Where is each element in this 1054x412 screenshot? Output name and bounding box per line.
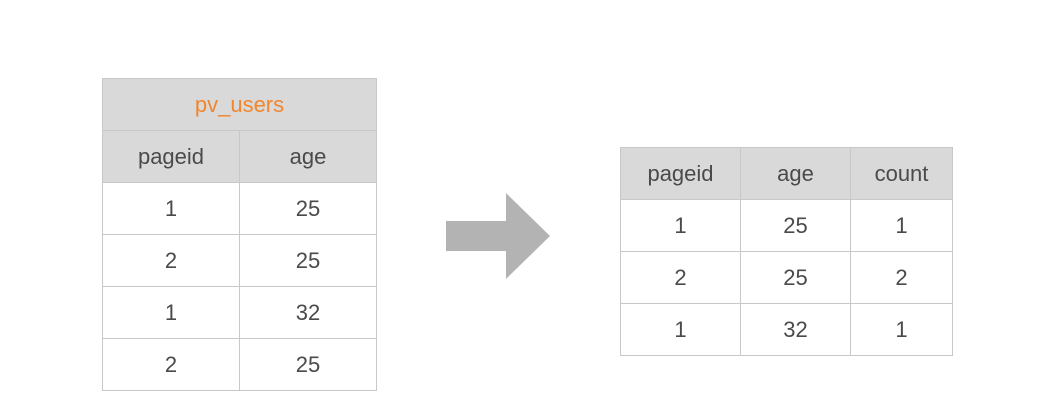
table-cell: 2 — [102, 338, 240, 391]
table-title-row: pv_users — [102, 78, 377, 131]
table-row: 1 32 — [102, 286, 377, 339]
column-header-count: count — [850, 147, 953, 200]
table-cell: 1 — [102, 286, 240, 339]
right-arrow-icon — [446, 193, 550, 279]
column-header-pageid: pageid — [102, 130, 240, 183]
table-header-row: pageid age count — [620, 147, 953, 200]
table-cell: 25 — [239, 338, 377, 391]
table-row: 1 32 1 — [620, 303, 953, 356]
table-title: pv_users — [102, 78, 377, 131]
table-cell: 25 — [740, 251, 851, 304]
table-cell: 2 — [102, 234, 240, 287]
result-table: pageid age count 1 25 1 2 25 2 1 32 1 — [620, 147, 953, 356]
table-cell: 1 — [620, 199, 741, 252]
table-header-row: pageid age — [102, 130, 377, 183]
column-header-age: age — [740, 147, 851, 200]
column-header-age: age — [239, 130, 377, 183]
table-cell: 2 — [620, 251, 741, 304]
table-cell: 1 — [850, 199, 953, 252]
table-cell: 25 — [239, 234, 377, 287]
table-cell: 32 — [740, 303, 851, 356]
table-cell: 1 — [620, 303, 741, 356]
table-row: 2 25 — [102, 234, 377, 287]
table-cell: 32 — [239, 286, 377, 339]
table-cell: 25 — [239, 182, 377, 235]
pv-users-table: pv_users pageid age 1 25 2 25 1 32 2 25 — [102, 78, 377, 391]
table-row: 2 25 2 — [620, 251, 953, 304]
table-cell: 2 — [850, 251, 953, 304]
table-row: 2 25 — [102, 338, 377, 391]
column-header-pageid: pageid — [620, 147, 741, 200]
table-row: 1 25 1 — [620, 199, 953, 252]
table-cell: 1 — [102, 182, 240, 235]
table-cell: 25 — [740, 199, 851, 252]
table-row: 1 25 — [102, 182, 377, 235]
table-cell: 1 — [850, 303, 953, 356]
